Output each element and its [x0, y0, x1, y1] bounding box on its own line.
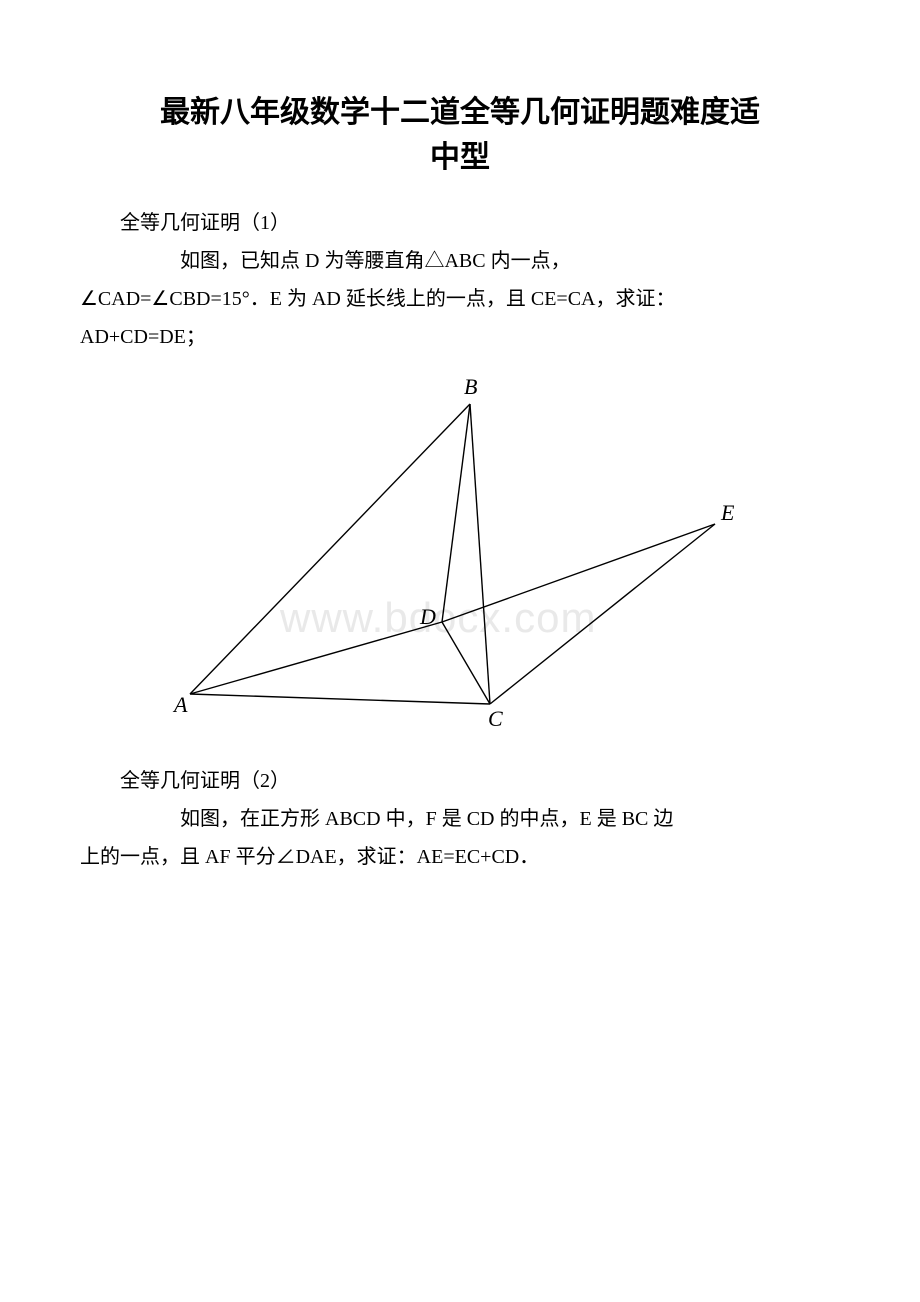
svg-text:B: B — [464, 374, 477, 399]
section-2-heading: 全等几何证明（2） — [80, 762, 840, 800]
figure-1: www.bdocx.com ABCDE — [80, 374, 840, 744]
svg-text:A: A — [172, 692, 188, 717]
section-2-body-line-1: 如图，在正方形 ABCD 中，F 是 CD 的中点，E 是 BC 边 — [80, 800, 840, 838]
geometry-diagram: A B C D E — [160, 374, 760, 734]
page-title: 最新八年级数学十二道全等几何证明题难度适 中型 — [80, 90, 840, 180]
svg-text:D: D — [419, 604, 436, 629]
section-1-body-line-1: 如图，已知点 D 为等腰直角△ABC 内一点， — [80, 242, 840, 280]
section-1-heading: 全等几何证明（1） — [80, 204, 840, 242]
section-2-body-line-2: 上的一点，且 AF 平分∠DAE，求证：AE=EC+CD． — [80, 838, 840, 876]
svg-text:E: E — [720, 500, 735, 525]
page: 最新八年级数学十二道全等几何证明题难度适 中型 全等几何证明（1） 如图，已知点… — [0, 0, 920, 956]
title-line-2: 中型 — [430, 141, 490, 174]
svg-text:C: C — [488, 706, 503, 731]
section-1-body-line-2: ∠CAD=∠CBD=15°．E 为 AD 延长线上的一点，且 CE=CA，求证： — [80, 280, 840, 318]
title-line-1: 最新八年级数学十二道全等几何证明题难度适 — [160, 96, 760, 129]
section-1-body-line-3: AD+CD=DE； — [80, 318, 840, 356]
